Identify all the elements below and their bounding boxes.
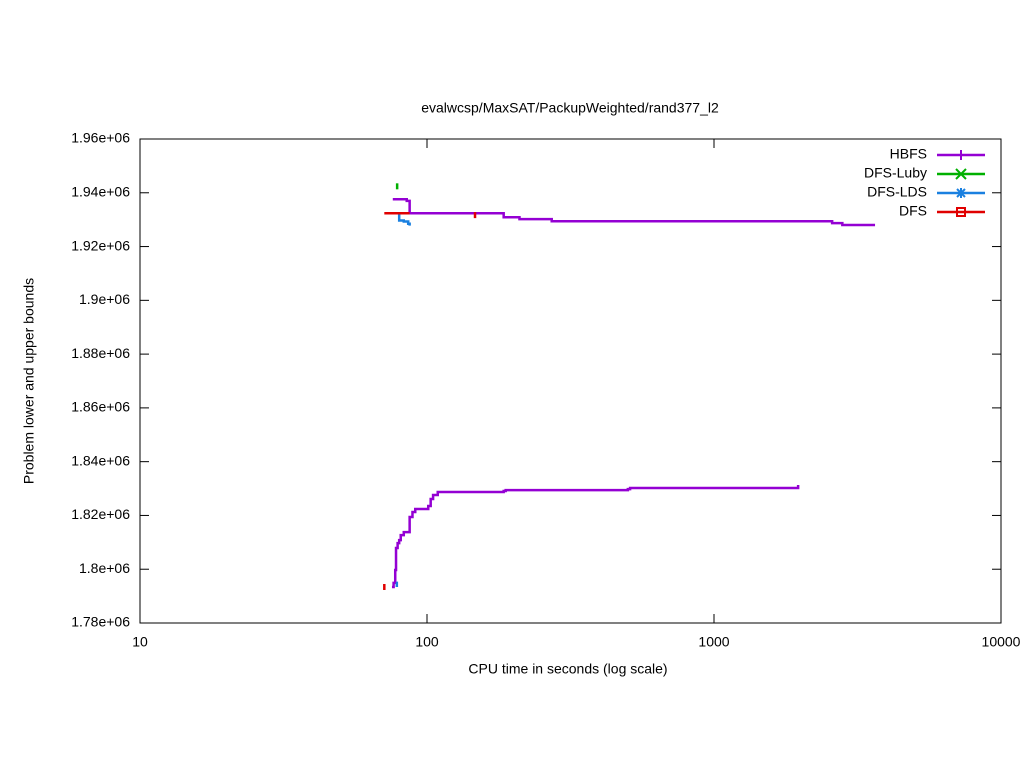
y-tick-label: 1.92e+06: [71, 237, 130, 253]
chart-title: evalwcsp/MaxSAT/PackupWeighted/rand377_l…: [421, 100, 719, 116]
y-tick-label: 1.78e+06: [71, 614, 130, 630]
legend-marker: [956, 188, 966, 198]
y-tick-label: 1.84e+06: [71, 452, 130, 468]
legend-label: DFS-LDS: [867, 184, 927, 200]
x-tick-label: 100: [415, 634, 439, 650]
series-line: [391, 197, 876, 589]
y-tick-label: 1.82e+06: [71, 506, 130, 522]
legend-marker: [956, 150, 966, 160]
series-line: [383, 211, 477, 590]
y-tick-label: 1.88e+06: [71, 345, 130, 361]
plot-frame: [139, 138, 1002, 624]
legend-label: DFS-Luby: [864, 165, 927, 181]
x-axis-label: CPU time in seconds (log scale): [468, 661, 667, 677]
x-tick-label: 10000: [982, 634, 1021, 650]
x-tick-label: 1000: [698, 634, 729, 650]
y-tick-label: 1.86e+06: [71, 399, 130, 415]
y-tick-label: 1.96e+06: [71, 130, 130, 146]
legend-label: HBFS: [890, 146, 927, 162]
legend-label: DFS: [899, 203, 927, 219]
x-tick-label: 10: [132, 634, 148, 650]
y-tick-label: 1.9e+06: [79, 291, 130, 307]
legend-marker: [956, 207, 966, 217]
y-tick-label: 1.8e+06: [79, 560, 130, 576]
legend-marker: [955, 168, 967, 180]
y-tick-label: 1.94e+06: [71, 183, 130, 199]
y-axis-label: Problem lower and upper bounds: [21, 278, 37, 484]
series-line: [395, 211, 411, 587]
